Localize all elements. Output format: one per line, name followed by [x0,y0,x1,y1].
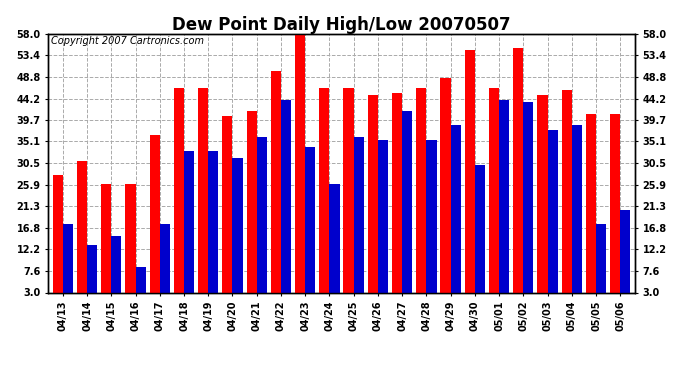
Bar [174,88,184,307]
Bar [378,140,388,307]
Bar [562,90,572,307]
Bar [270,71,281,307]
Bar [513,48,523,307]
Bar [184,152,194,307]
Bar [440,78,451,307]
Bar [208,152,219,307]
Bar [586,114,596,307]
Bar [489,88,499,307]
Bar [329,184,339,307]
Bar [596,224,607,307]
Bar [392,93,402,307]
Bar [344,88,354,307]
Bar [572,126,582,307]
Bar [257,137,267,307]
Bar [538,95,548,307]
Text: Copyright 2007 Cartronics.com: Copyright 2007 Cartronics.com [51,36,204,46]
Bar [160,224,170,307]
Bar [464,50,475,307]
Bar [426,140,437,307]
Bar [63,224,73,307]
Bar [499,100,509,307]
Bar [126,184,135,307]
Bar [451,126,461,307]
Bar [52,175,63,307]
Bar [402,111,413,307]
Bar [368,95,378,307]
Bar [523,102,533,307]
Bar [87,246,97,307]
Bar [77,161,87,307]
Bar [475,165,485,307]
Bar [548,130,558,307]
Bar [620,210,631,307]
Bar [281,100,291,307]
Title: Dew Point Daily High/Low 20070507: Dew Point Daily High/Low 20070507 [172,16,511,34]
Bar [610,114,620,307]
Bar [101,184,111,307]
Bar [246,111,257,307]
Bar [305,147,315,307]
Bar [222,116,233,307]
Bar [198,88,208,307]
Bar [354,137,364,307]
Bar [295,34,305,307]
Bar [416,88,426,307]
Bar [150,135,160,307]
Bar [319,88,329,307]
Bar [135,267,146,307]
Bar [111,236,121,307]
Bar [233,158,243,307]
